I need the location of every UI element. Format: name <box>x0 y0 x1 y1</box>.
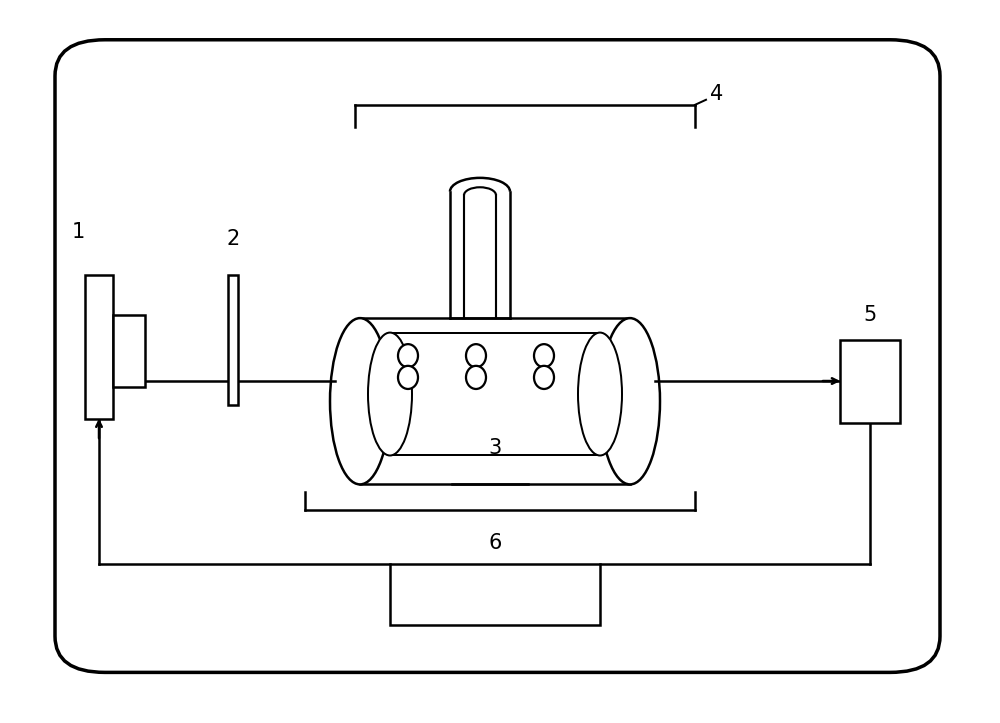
Text: 1: 1 <box>71 222 85 242</box>
Ellipse shape <box>398 344 418 367</box>
Ellipse shape <box>578 333 622 455</box>
Text: 6: 6 <box>488 533 502 553</box>
Ellipse shape <box>534 344 554 367</box>
Text: 3: 3 <box>488 438 502 458</box>
Ellipse shape <box>466 366 486 389</box>
Text: 5: 5 <box>863 305 877 325</box>
Bar <box>113 315 145 387</box>
Bar <box>85 275 113 419</box>
Ellipse shape <box>534 366 554 389</box>
Bar <box>390 333 600 455</box>
Text: 4: 4 <box>710 84 723 104</box>
Text: 2: 2 <box>226 229 240 249</box>
Ellipse shape <box>368 333 412 455</box>
Ellipse shape <box>466 344 486 367</box>
Ellipse shape <box>398 366 418 389</box>
Ellipse shape <box>330 318 390 484</box>
Bar <box>360 318 630 484</box>
Bar <box>840 340 900 423</box>
FancyBboxPatch shape <box>55 40 940 672</box>
Ellipse shape <box>600 318 660 484</box>
Bar <box>228 275 238 405</box>
Bar <box>390 564 600 625</box>
